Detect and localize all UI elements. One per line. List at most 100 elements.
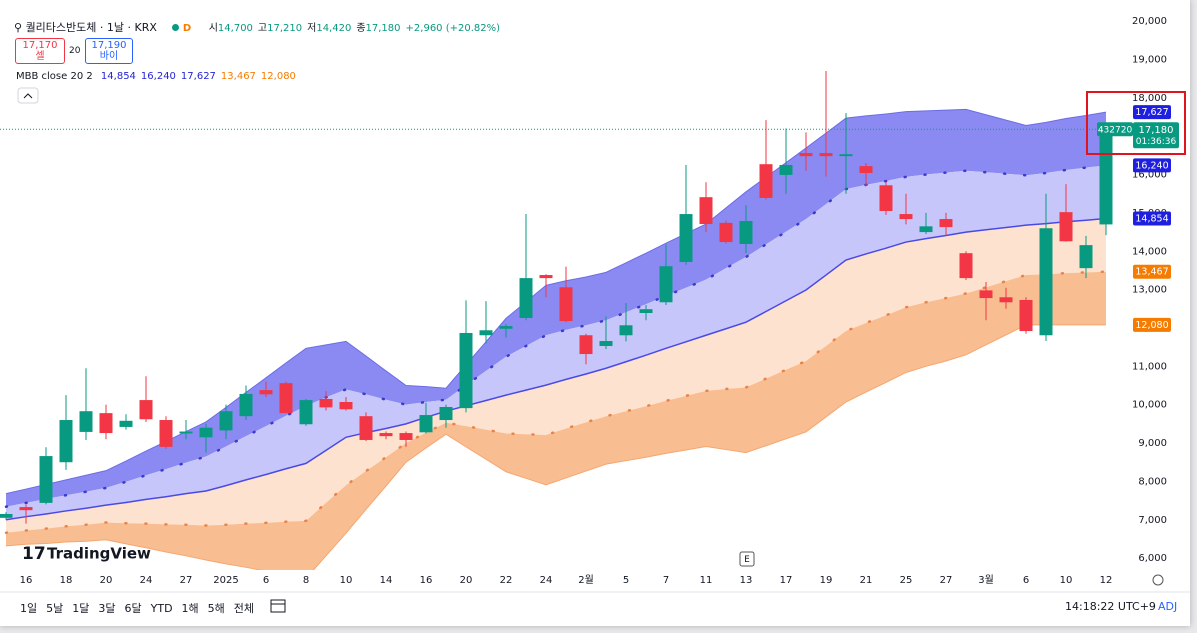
candle-body xyxy=(899,214,913,220)
period-button[interactable]: 1일 xyxy=(20,602,38,615)
candle-body xyxy=(979,290,993,299)
ohlc-value: 14,420 xyxy=(316,23,352,34)
y-tick-label: 13,000 xyxy=(1132,285,1167,296)
sell-price: 17,170 xyxy=(22,40,58,51)
x-tick-label: 25 xyxy=(900,575,913,586)
ohlc-value: 17,210 xyxy=(267,23,303,34)
candle-body xyxy=(639,309,653,314)
candle-body xyxy=(659,266,673,303)
symbol-title[interactable]: 퀄리타스반도체 · 1날 · KRX xyxy=(25,21,157,34)
change: +2,960 (+20.82%) xyxy=(405,23,501,34)
candle-body xyxy=(559,287,573,322)
x-tick-label: 11 xyxy=(700,575,713,586)
candle-body xyxy=(299,400,313,425)
period-button[interactable]: 1해 xyxy=(181,602,199,615)
x-tick-label: 20 xyxy=(100,575,113,586)
ohlc-legend: 시14,700 고17,210 저14,420 종17,180 +2,960 (+20.… xyxy=(209,23,500,34)
candle-body xyxy=(1099,129,1113,225)
price-tag-label: 13,467 xyxy=(1135,267,1168,278)
x-tick-label: 27 xyxy=(180,575,193,586)
period-button[interactable]: 5해 xyxy=(207,602,225,615)
indicator-value: 14,854 xyxy=(100,71,136,82)
buy-price: 17,190 xyxy=(91,40,127,51)
band-line xyxy=(5,108,1107,495)
y-tick-label: 11,000 xyxy=(1132,361,1167,372)
sell-button[interactable]: 17,170 셀 xyxy=(15,38,65,64)
collapse-button[interactable] xyxy=(17,87,39,104)
price-tag xyxy=(1133,211,1171,226)
ohlc-value: 17,180 xyxy=(365,23,401,34)
candle-body xyxy=(959,253,973,279)
period-button[interactable]: 5날 xyxy=(46,602,64,615)
candle-body xyxy=(259,390,273,395)
band-fill xyxy=(6,271,1106,570)
candle-body xyxy=(539,275,553,279)
x-tick-label: 17 xyxy=(780,575,793,586)
indicator-value: 13,467 xyxy=(220,71,256,82)
buy-label: 바이 xyxy=(99,51,119,62)
adjust-button[interactable]: ADJ xyxy=(1158,600,1178,613)
volume-tag xyxy=(1097,122,1133,137)
candle-body xyxy=(879,185,893,211)
price-tag-label: 14,854 xyxy=(1135,214,1168,225)
sell-label: 셀 xyxy=(35,51,45,62)
x-tick-label: 6 xyxy=(1023,575,1029,586)
candle-body xyxy=(159,420,173,447)
candle-body xyxy=(799,153,813,157)
candle-body xyxy=(819,153,833,157)
price-tag-label: 12,080 xyxy=(1135,320,1168,331)
candle-body xyxy=(519,278,533,318)
x-tick-label: 3월 xyxy=(978,574,994,586)
y-tick-label: 16,000 xyxy=(1132,170,1167,181)
event-marker-box[interactable] xyxy=(739,551,755,567)
event-marker[interactable]: E xyxy=(744,555,750,565)
candle-body xyxy=(999,297,1013,303)
band-fill xyxy=(6,218,1106,533)
candle-body xyxy=(79,411,93,432)
indicator-value: 17,627 xyxy=(180,71,216,82)
period-button[interactable]: 1달 xyxy=(72,602,90,615)
clock: 14:18:22 UTC+9 xyxy=(1065,600,1156,613)
x-tick-label: 20 xyxy=(460,575,473,586)
candle-body xyxy=(419,415,433,433)
search-icon[interactable]: ⚲ xyxy=(14,21,23,34)
candle-body xyxy=(699,197,713,225)
x-tick-label: 12 xyxy=(1100,575,1113,586)
x-tick-label: 16 xyxy=(20,575,33,586)
candle-body xyxy=(39,456,53,503)
candle-body xyxy=(859,166,873,174)
buy-button[interactable]: 17,190 바이 xyxy=(85,38,133,64)
candle-body xyxy=(359,416,373,440)
candle-body xyxy=(1039,228,1053,336)
price-tag xyxy=(1133,105,1171,120)
candle-body xyxy=(619,325,633,336)
band-fill xyxy=(6,165,1106,520)
candle-body xyxy=(1059,212,1073,242)
band-line xyxy=(5,324,1106,570)
last-price-label: 17,180 xyxy=(1139,125,1174,136)
x-tick-label: 18 xyxy=(60,575,73,586)
highlight-box xyxy=(1086,91,1186,155)
settings-icon[interactable] xyxy=(1152,574,1164,586)
x-tick-label: 7 xyxy=(663,575,669,586)
period-button[interactable]: YTD xyxy=(150,602,173,615)
date-range-icon[interactable] xyxy=(270,599,286,613)
band-line xyxy=(5,217,1107,521)
price-tag-label: 17,627 xyxy=(1135,107,1168,118)
collapse-icon xyxy=(23,93,33,99)
candle-body xyxy=(379,433,393,437)
period-button[interactable]: 전체 xyxy=(233,602,255,615)
y-tick-label: 18,000 xyxy=(1132,93,1167,104)
period-button[interactable]: 6달 xyxy=(124,602,142,615)
period-button[interactable]: 3달 xyxy=(98,602,116,615)
x-tick-label: 2025 xyxy=(213,575,238,586)
y-tick-label: 14,000 xyxy=(1132,246,1167,257)
candle-body xyxy=(759,164,773,198)
candle-body xyxy=(1079,245,1093,269)
indicator-name[interactable]: MBB close 20 2 xyxy=(16,71,93,82)
x-tick-label: 2월 xyxy=(578,574,594,586)
price-tag-label: 16,240 xyxy=(1135,160,1168,171)
logo-mark: 17 xyxy=(22,544,46,564)
x-tick-label: 13 xyxy=(740,575,753,586)
indicator-value: 16,240 xyxy=(140,71,176,82)
